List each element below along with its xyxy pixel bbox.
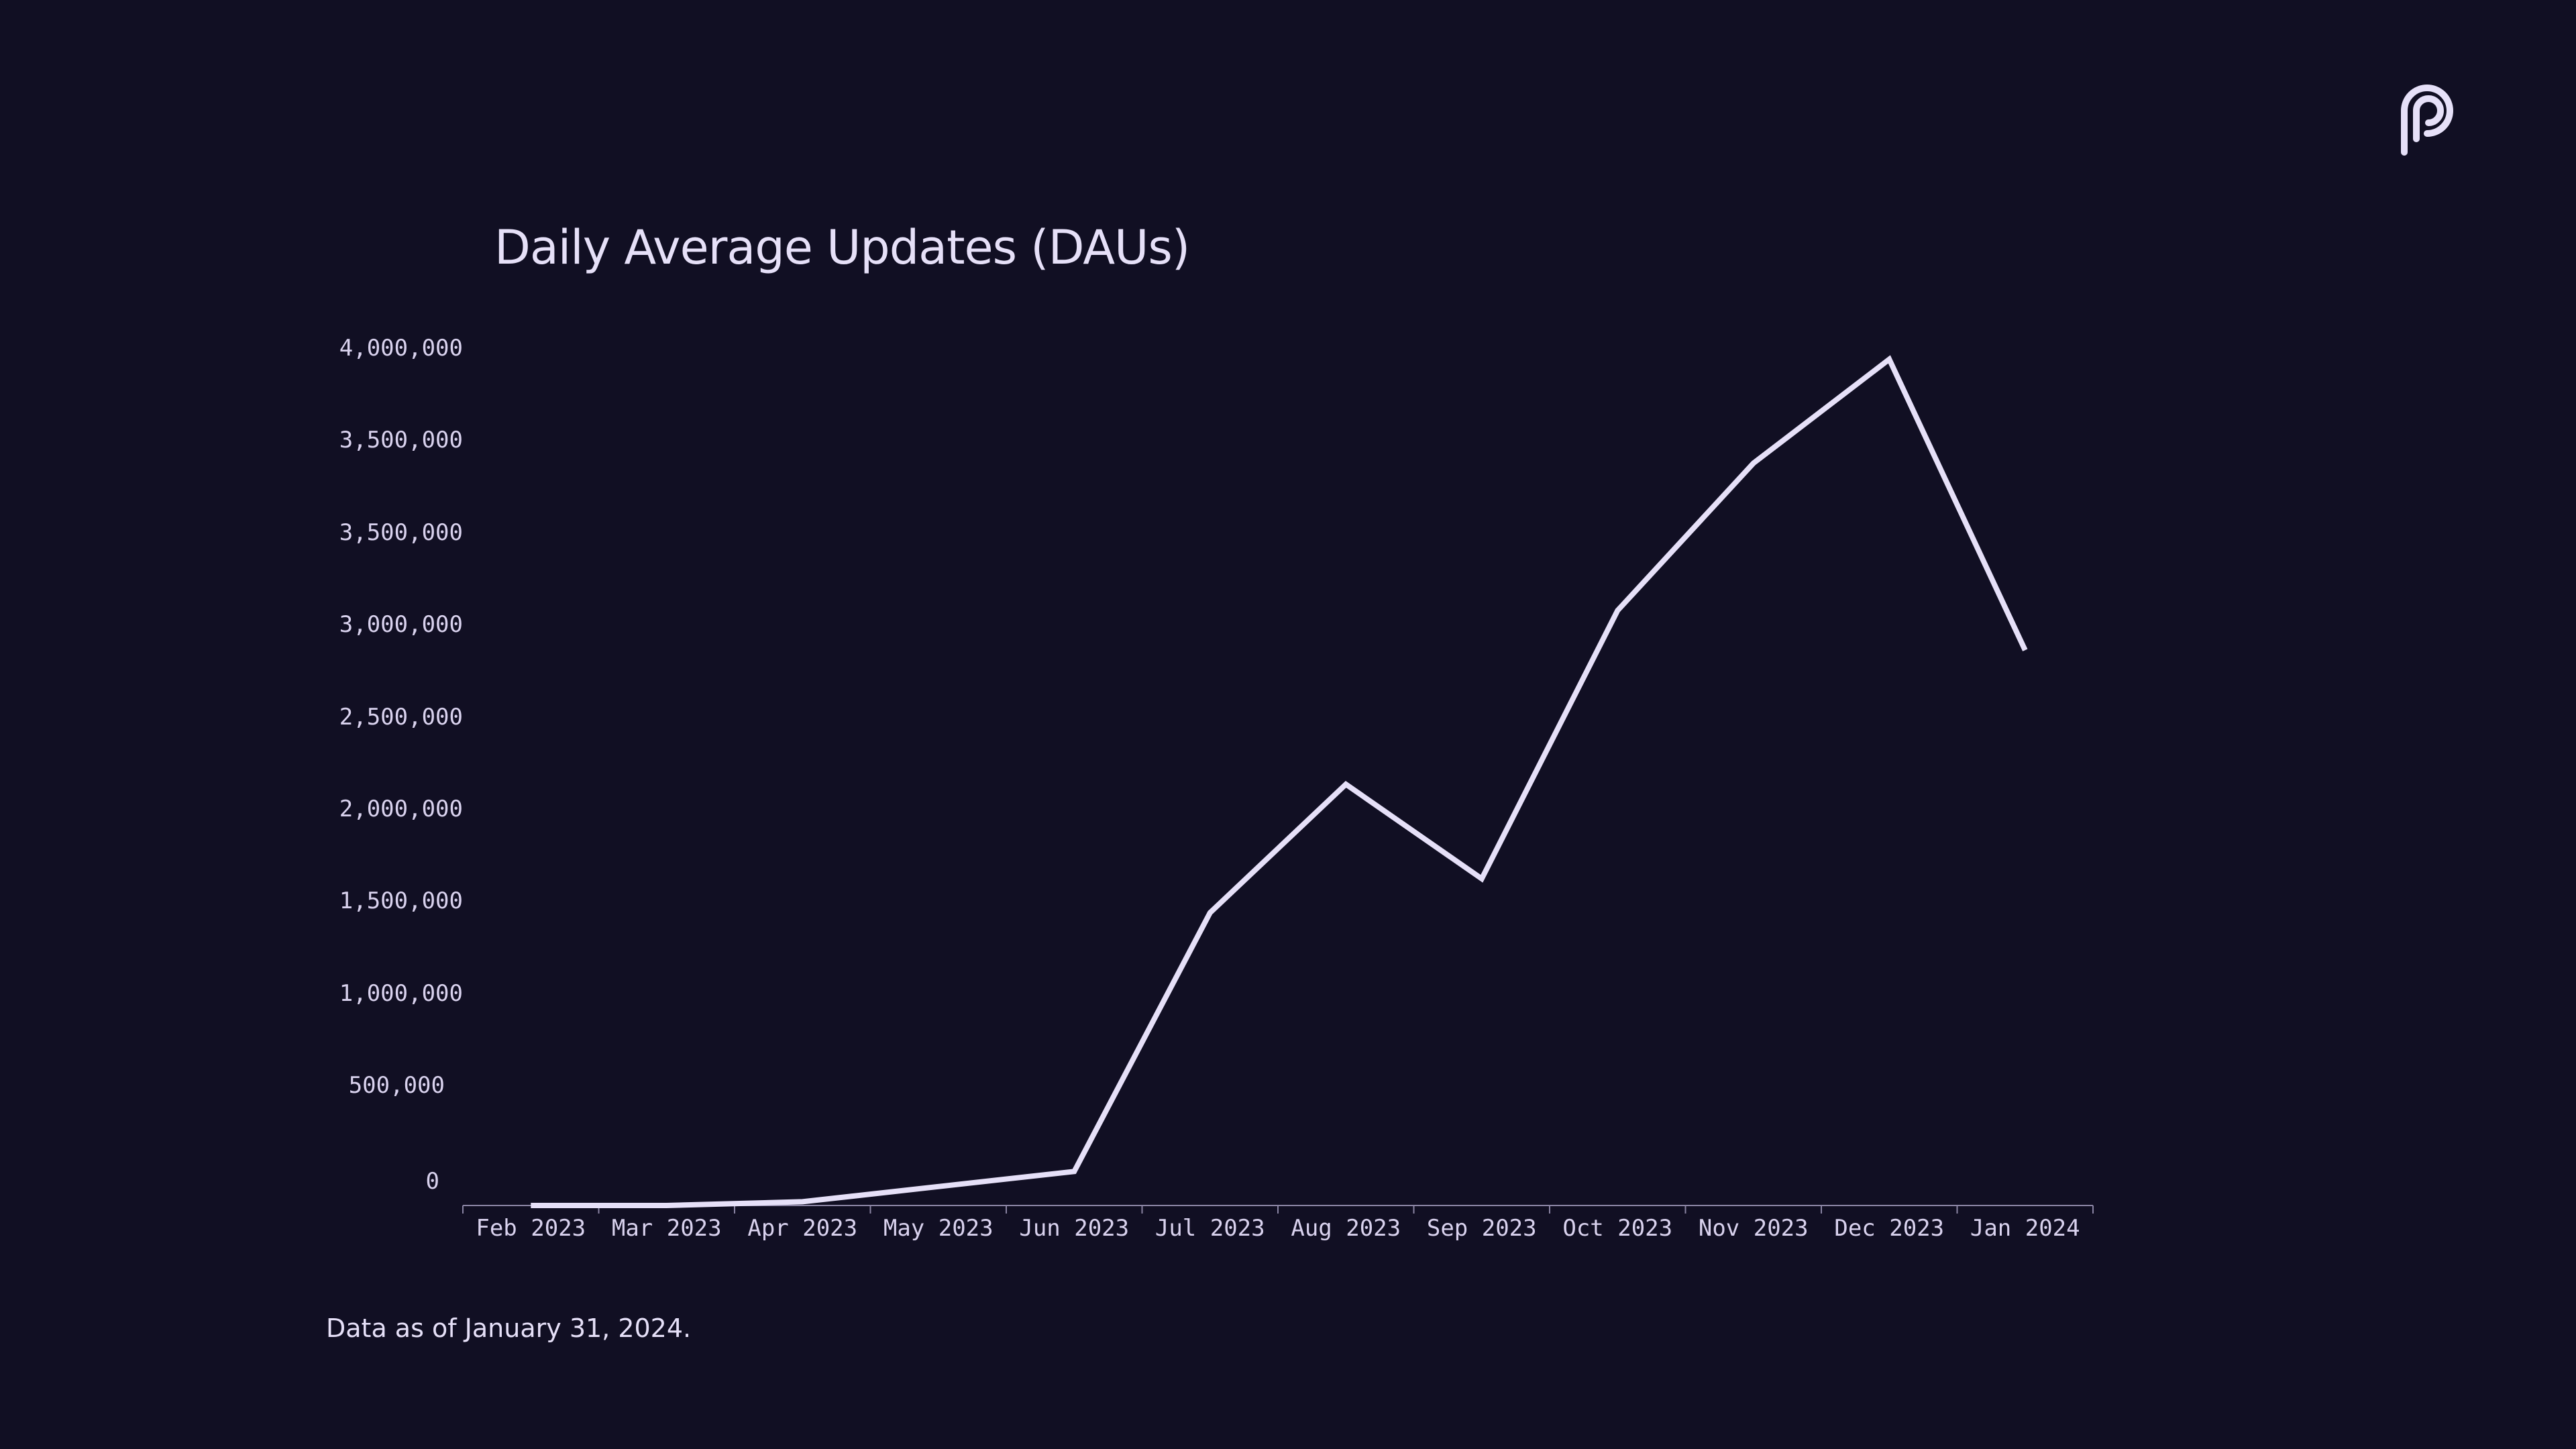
x-tick-label: Dec 2023: [1834, 1215, 1944, 1242]
x-tick-label: Nov 2023: [1699, 1215, 1809, 1242]
y-tick-label: 3,500,000: [339, 427, 463, 453]
y-tick-label: 2,000,000: [339, 796, 463, 822]
x-tick-label: Apr 2023: [747, 1215, 857, 1242]
chart-title: Daily Average Updates (DAUs): [494, 220, 1190, 275]
y-tick-label: 3,000,000: [339, 611, 463, 638]
y-tick-label: 3,500,000: [339, 519, 463, 546]
x-tick-label: Mar 2023: [612, 1215, 722, 1242]
x-tick-label: Oct 2023: [1562, 1215, 1672, 1242]
x-tick-label: Jun 2023: [1019, 1215, 1129, 1242]
x-tick-label: Jul 2023: [1155, 1215, 1265, 1242]
footnote: Data as of January 31, 2024.: [326, 1313, 692, 1343]
pyth-logo-icon: [2401, 85, 2453, 156]
y-tick-label: 2,500,000: [339, 704, 463, 731]
y-tick-label: 1,500,000: [339, 888, 463, 914]
series-line: [531, 355, 2028, 1208]
x-tick-label: Feb 2023: [476, 1215, 586, 1242]
y-tick-label: 4,000,000: [339, 335, 463, 362]
x-tick-label: May 2023: [883, 1215, 994, 1242]
x-tick-label: Sep 2023: [1427, 1215, 1537, 1242]
x-tick-label: Aug 2023: [1291, 1215, 1401, 1242]
x-tick-label: Jan 2024: [1970, 1215, 2080, 1242]
y-tick-label: 500,000: [349, 1072, 445, 1099]
y-tick-label: 1,000,000: [339, 980, 463, 1007]
y-tick-label: 0: [426, 1168, 439, 1195]
